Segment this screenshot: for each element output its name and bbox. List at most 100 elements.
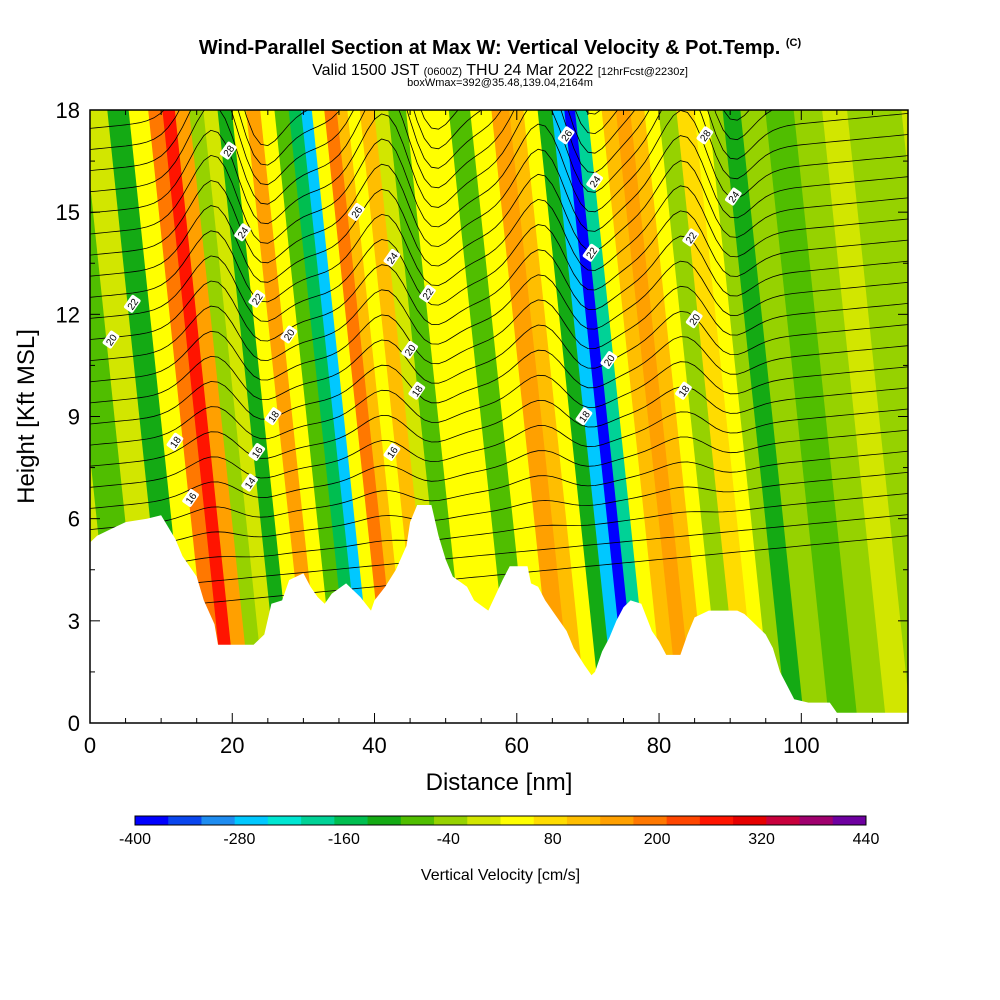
velocity-band — [822, 110, 908, 723]
contour-label-bg — [123, 294, 141, 313]
theta-contour-line — [90, 429, 908, 509]
velocity-band — [174, 110, 255, 723]
velocity-band — [574, 110, 653, 723]
velocity-band — [336, 110, 413, 723]
theta-contour-label: 24 — [725, 187, 742, 206]
theta-contour-label: 20 — [280, 325, 298, 344]
theta-contours — [90, 110, 908, 615]
contour-label-bg — [582, 243, 600, 262]
theta-contour-label: 18 — [675, 381, 693, 400]
theta-contour-label: 22 — [419, 284, 437, 303]
velocity-band — [722, 110, 806, 723]
x-tick-label: 80 — [647, 733, 671, 758]
contour-label-bg — [248, 443, 266, 461]
colorbar-frame — [134, 815, 867, 826]
theta-contour-label: 18 — [166, 432, 184, 451]
velocity-band — [658, 110, 742, 723]
colorbar-swatch — [733, 816, 767, 825]
copyright-tag: (C) — [785, 37, 802, 49]
velocity-band — [630, 110, 710, 723]
colorbar-swatch — [367, 816, 402, 825]
valid-time-line: Valid 1500 JST (0600Z) THU 24 Mar 2022 [… — [312, 62, 688, 79]
contour-label-bg — [696, 126, 714, 145]
theta-contour-line — [90, 408, 908, 488]
theta-contour-label: 28 — [696, 126, 714, 145]
velocity-band — [470, 110, 557, 723]
contour-label-bg — [348, 202, 365, 221]
theta-contour-label: 24 — [383, 248, 401, 267]
colorbar-swatch — [566, 816, 601, 825]
theta-contour-line — [90, 361, 908, 446]
x-tick-label: 40 — [362, 733, 386, 758]
velocity-band — [564, 110, 640, 723]
contour-label-bg — [264, 407, 282, 426]
theta-contour-line — [90, 336, 908, 425]
velocity-band — [217, 110, 297, 723]
theta-contour-line — [90, 235, 908, 342]
velocity-band — [587, 110, 667, 723]
theta-contour-line — [90, 493, 908, 573]
theta-contour-label: 20 — [102, 330, 120, 349]
theta-contour-label: 20 — [685, 310, 703, 329]
velocity-band — [708, 110, 788, 723]
velocity-band — [601, 110, 681, 723]
colorbar-swatch — [135, 816, 169, 825]
y-axis-title: Height [Kft MSL] — [13, 329, 40, 504]
velocity-band — [388, 110, 472, 723]
velocity-band — [288, 110, 367, 723]
theta-contour-label: 22 — [248, 289, 266, 308]
theta-contour-line — [90, 535, 908, 615]
contour-label-bg — [383, 443, 401, 461]
contour-label-bg — [557, 126, 575, 145]
velocity-band — [523, 110, 603, 723]
contour-label-bg — [419, 284, 436, 303]
theta-contour-label: 22 — [123, 294, 141, 313]
theta-contour-label: 26 — [557, 126, 575, 145]
theta-contour-label: 28 — [219, 141, 237, 160]
contour-label-bg — [725, 187, 742, 206]
theta-contour-label: 18 — [264, 407, 282, 426]
colorbar-tick-label: 440 — [853, 831, 880, 848]
colorbar-swatch — [400, 816, 435, 825]
colorbar-tick-label: -400 — [119, 831, 151, 848]
contour-label-bg — [219, 141, 237, 160]
contour-label-bg — [383, 248, 401, 267]
velocity-band — [324, 110, 402, 723]
contour-label-bg — [280, 325, 298, 344]
contour-label-bg — [575, 407, 593, 426]
y-tick-label: 3 — [68, 609, 80, 634]
colorbar-swatch — [301, 816, 335, 825]
colorbar-swatch — [500, 816, 535, 825]
velocity-band — [740, 110, 831, 723]
velocity-band — [189, 110, 269, 723]
theta-contour-label: 16 — [248, 443, 266, 461]
contour-label-bg — [248, 289, 266, 308]
contour-label-bg — [675, 381, 692, 400]
colorbar-swatch — [334, 816, 369, 825]
theta-contour-line — [90, 185, 908, 303]
colorbar-swatch — [766, 816, 801, 825]
theta-contour-label: 26 — [348, 202, 366, 221]
contour-label-bg — [408, 381, 426, 400]
contour-label-bg — [234, 223, 251, 242]
contour-label-bg — [401, 340, 418, 359]
y-tick-label: 9 — [68, 405, 80, 430]
theta-contour-label: 16 — [383, 443, 401, 461]
colorbar-tick-label: -40 — [437, 831, 460, 848]
contour-label-bg — [600, 351, 618, 369]
theta-contour-label: 14 — [241, 473, 259, 492]
velocity-band — [694, 110, 774, 723]
x-tick-label: 0 — [84, 733, 96, 758]
y-tick-label: 12 — [56, 302, 80, 327]
velocity-band — [245, 110, 326, 723]
colorbar-swatch — [533, 816, 568, 825]
colorbar-swatch — [699, 816, 734, 825]
theta-contour-label: 18 — [408, 381, 426, 400]
velocity-band — [260, 110, 340, 723]
theta-contour-label: 20 — [401, 340, 419, 359]
colorbar-swatch — [434, 816, 468, 825]
theta-contour-line — [90, 210, 908, 322]
colorbar-tick-label: 80 — [544, 831, 562, 848]
theta-contour-label: 24 — [586, 172, 604, 191]
